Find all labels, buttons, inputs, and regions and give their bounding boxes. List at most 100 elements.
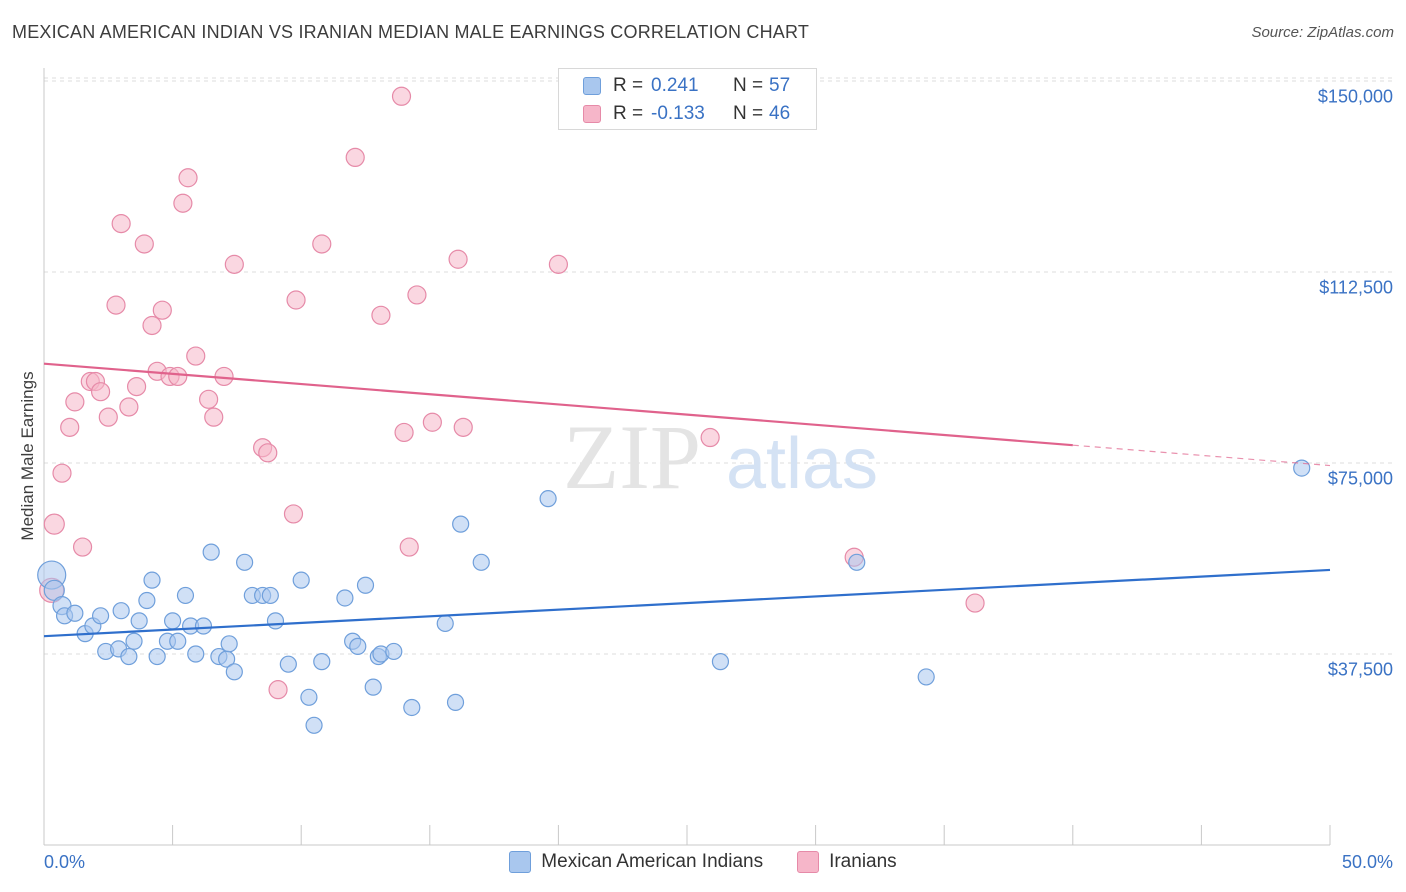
mexican-american-indians-points (37, 459, 1311, 734)
iranians-point (700, 427, 720, 448)
stats-legend: R = 0.241 N = 57 R = -0.133 N = 46 (558, 68, 817, 130)
source-credit: Source: ZipAtlas.com (1251, 24, 1394, 41)
n-label: N = (733, 103, 764, 124)
mexican-american-indians-point (143, 571, 161, 589)
mexican-american-indians-point (202, 543, 220, 561)
mexican-american-indians-point (292, 571, 310, 589)
iranians-point (52, 463, 72, 483)
mexican-american-indians-point (130, 612, 148, 630)
mexican-american-indians-point (472, 553, 490, 571)
mexican-american-indians-point (236, 553, 254, 571)
mexican-american-indians-point (385, 642, 403, 661)
iranians-point (422, 412, 442, 432)
iranians-point (448, 249, 468, 269)
watermark-atlas: atlas (726, 424, 878, 504)
y-tick-label: $75,000 (1327, 468, 1393, 489)
iranians-point (965, 593, 985, 613)
mexican-american-indians-point (125, 632, 143, 650)
mexican-american-indians-point (356, 576, 375, 594)
iranians-point (111, 214, 131, 234)
y-tick-label: $150,000 (1317, 86, 1393, 107)
mexican-american-indians-point (349, 637, 367, 655)
iranians-trend-extension (1072, 444, 1331, 467)
iranians-point (258, 443, 278, 463)
iranians-point (98, 407, 118, 427)
iranians-point (548, 254, 569, 274)
mexican-american-indians-point (336, 589, 354, 607)
mexican-american-indians-point (148, 647, 166, 666)
y-tick-label: $37,500 (1327, 659, 1393, 680)
legend-item-mexican-american-indians[interactable]: Mexican American Indians (509, 851, 763, 873)
mexican-american-indians-trend-line (43, 568, 1331, 638)
mexican-american-indians-point (169, 632, 187, 650)
iranians-point (453, 417, 473, 437)
iranians-point (152, 300, 172, 320)
mexican-american-indians-point (91, 607, 110, 625)
iranians-point (371, 305, 391, 325)
legend-item-iranians[interactable]: Iranians (797, 851, 897, 873)
mexican-american-indians-point (364, 678, 382, 696)
r-label: R = (613, 75, 644, 96)
blue-swatch (583, 77, 601, 95)
blue-swatch (509, 851, 532, 873)
iranians-point (345, 147, 365, 167)
iranians-point (204, 407, 224, 427)
trend-lines (43, 362, 1331, 638)
legend-label: Iranians (829, 851, 897, 872)
iranians-point (283, 504, 304, 524)
iranians-point (286, 290, 306, 310)
x-tick-label-min: 0.0% (44, 852, 86, 872)
mexican-american-indians-point (403, 698, 421, 717)
mexican-american-indians-point (917, 668, 935, 686)
r-value: 0.241 (651, 75, 699, 96)
iranians-point (268, 680, 288, 700)
iranians-point (168, 366, 188, 387)
mexican-american-indians-point (66, 604, 84, 622)
mexican-american-indians-point (112, 602, 130, 620)
r-label: R = (613, 103, 644, 124)
iranians-point (186, 346, 206, 366)
pink-swatch (797, 851, 820, 873)
stats-row-mexican-american-indians: R = 0.241 N = 57 (583, 74, 790, 98)
watermark: ZIP atlas (563, 406, 878, 508)
mexican-american-indians-point (176, 586, 195, 605)
mexican-american-indians-point (187, 645, 205, 663)
iranians-point (106, 295, 126, 315)
mexican-american-indians-point (279, 655, 297, 673)
iranians-point (312, 234, 332, 254)
watermark-zip: ZIP (563, 406, 701, 508)
x-tick-label-max: 50.0% (1341, 852, 1393, 872)
legend-label: Mexican American Indians (541, 851, 764, 872)
mexican-american-indians-point (220, 635, 238, 653)
iranians-point (178, 168, 198, 188)
mexican-american-indians-point (120, 647, 138, 666)
iranians-point (199, 389, 219, 409)
iranians-point (43, 513, 65, 535)
mexican-american-indians-point (446, 693, 465, 711)
n-value: 57 (769, 75, 791, 96)
iranians-point (142, 315, 162, 336)
iranians-point (224, 254, 244, 274)
mexican-american-indians-point (300, 688, 318, 706)
iranians-point (391, 86, 412, 106)
iranians-trend-line (43, 362, 1073, 447)
iranians-points (39, 86, 985, 700)
mexican-american-indians-point (452, 515, 470, 533)
iranians-point (399, 537, 419, 557)
chart-title: MEXICAN AMERICAN INDIAN VS IRANIAN MEDIA… (12, 22, 810, 42)
mexican-american-indians-point (711, 653, 730, 671)
iranians-point (119, 397, 139, 417)
y-axis-title: Median Male Earnings (18, 371, 37, 541)
iranians-point (65, 392, 85, 412)
mexican-american-indians-point (225, 663, 243, 681)
n-label: N = (733, 75, 764, 96)
series-legend: Mexican American Indians Iranians (0, 851, 1406, 873)
iranians-point (173, 193, 193, 213)
iranians-point (60, 417, 80, 437)
mexican-american-indians-point (266, 612, 285, 630)
mexican-american-indians-point (539, 490, 557, 508)
mexican-american-indians-point (164, 612, 182, 630)
mexican-american-indians-point (261, 586, 279, 605)
iranians-point (394, 422, 414, 443)
